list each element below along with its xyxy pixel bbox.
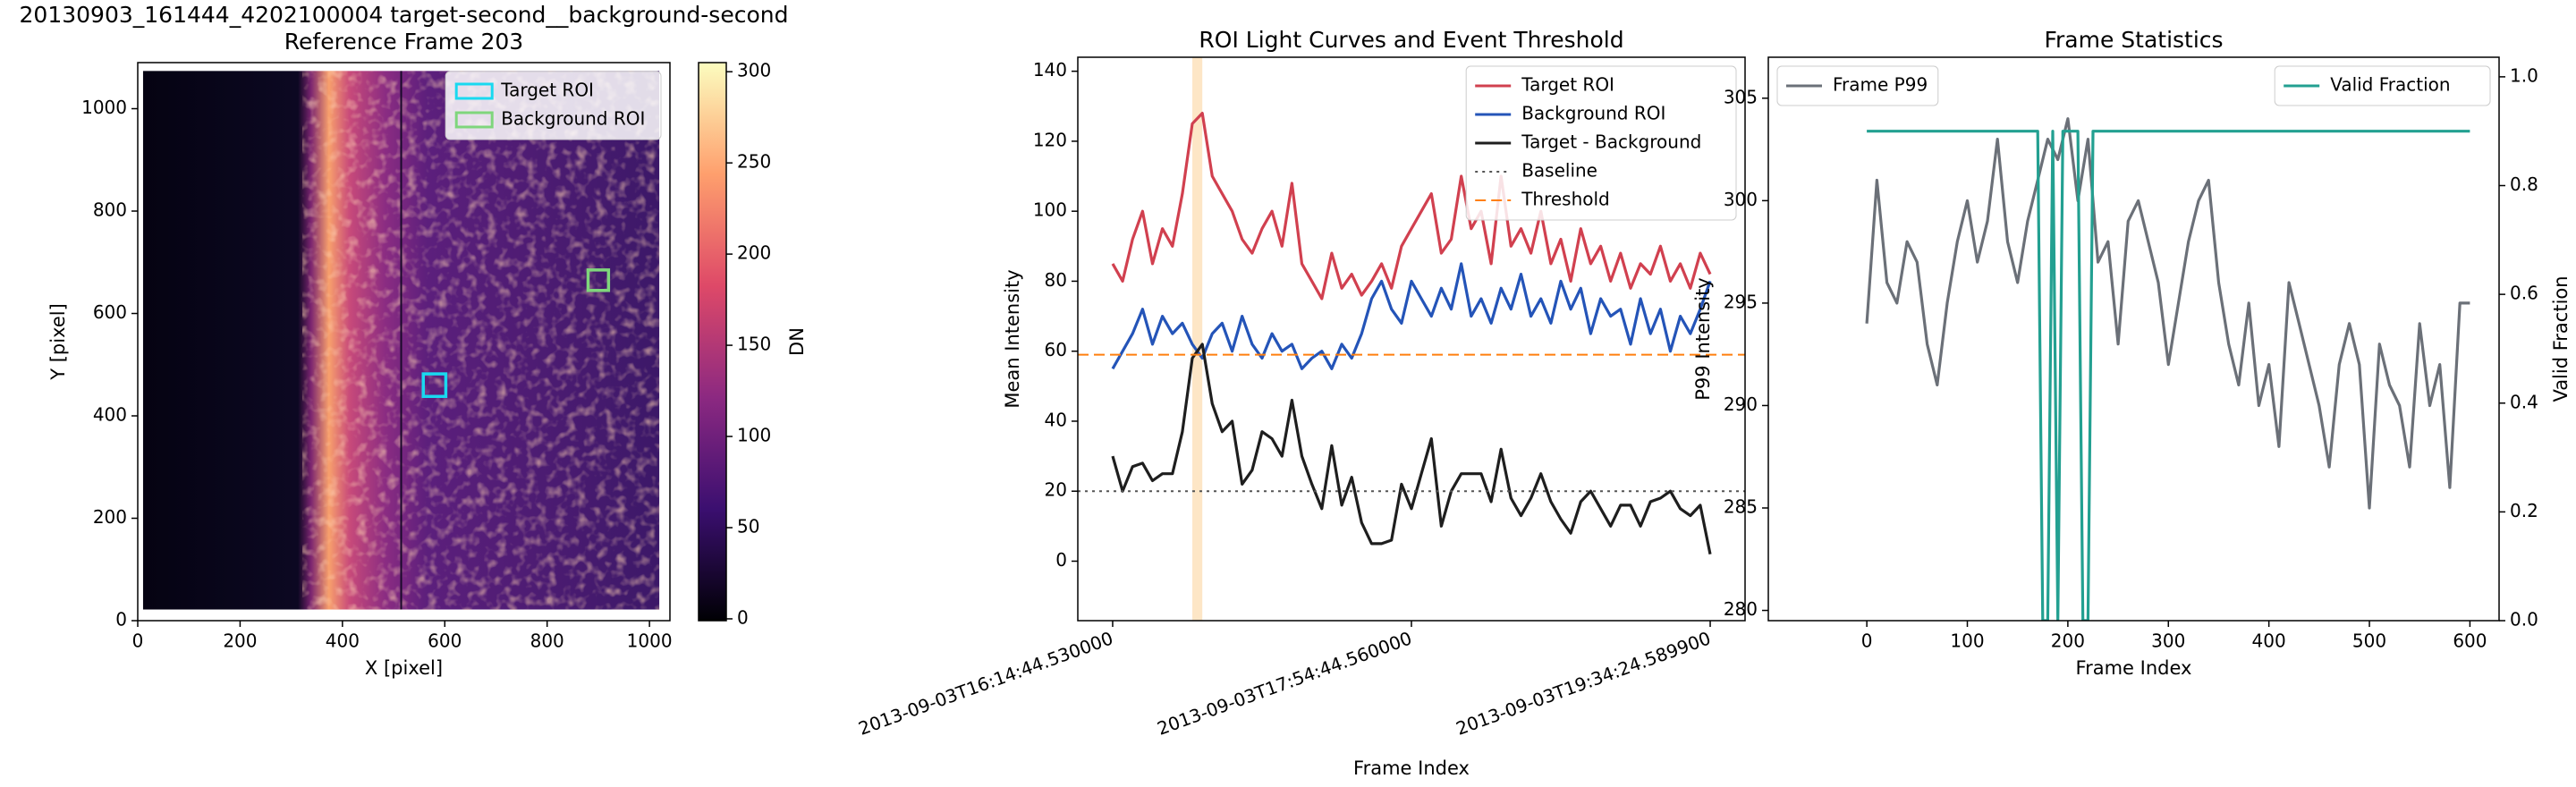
series-line xyxy=(1867,130,2470,621)
y2-axis-label: Valid Fraction xyxy=(2550,275,2572,402)
colorbar xyxy=(698,62,727,622)
axes-frame xyxy=(137,62,671,622)
y2-tick-label: 0.8 xyxy=(2510,173,2538,195)
series-line xyxy=(1111,262,1712,370)
y2-tick-label: 0.0 xyxy=(2510,609,2538,630)
x-tick-label: 2013-09-03T17:54:44.560000 xyxy=(1155,627,1415,739)
chart-title: Frame Statistics xyxy=(2044,27,2223,53)
x-tick-label: 0 xyxy=(1861,630,1873,652)
x-tick-label: 100 xyxy=(1950,630,1984,652)
y-tick-label: 0 xyxy=(1055,549,1067,571)
x-tick-label: 200 xyxy=(223,630,257,652)
roi xyxy=(421,372,448,399)
colorbar-tick-label: 0 xyxy=(737,606,749,628)
y-tick-label: 400 xyxy=(93,404,127,426)
legend-label: Valid Fraction xyxy=(2330,74,2450,96)
legend-label: Target ROI xyxy=(1521,74,1614,96)
series-line xyxy=(1111,112,1712,300)
legend-swatch xyxy=(454,111,494,129)
y-axis-label: P99 Intensity xyxy=(1692,277,1714,400)
colorbar-tick-label: 200 xyxy=(737,242,771,264)
x-tick-label: 400 xyxy=(326,630,360,652)
legend-label: Background ROI xyxy=(1521,103,1665,124)
x-tick-label: 500 xyxy=(2352,630,2386,652)
y-tick-label: 285 xyxy=(1724,496,1758,518)
x-tick-label: 600 xyxy=(2453,630,2487,652)
x-axis-label: Frame Index xyxy=(2076,657,2192,679)
legend-label: Threshold xyxy=(1521,189,1610,210)
x-tick-label: 300 xyxy=(2151,630,2185,652)
legend-label: Background ROI xyxy=(501,108,645,130)
legend-swatch xyxy=(454,82,494,100)
series-line xyxy=(1865,117,2470,510)
legend-label: Target ROI xyxy=(500,80,594,101)
x-tick-label: 2013-09-03T19:34:24.589900 xyxy=(1453,627,1714,739)
y-tick-label: 600 xyxy=(93,301,127,323)
legend-box xyxy=(2274,65,2491,106)
y-tick-label: 0 xyxy=(115,609,127,630)
event-span xyxy=(1192,57,1203,621)
y-tick-label: 120 xyxy=(1033,129,1067,150)
y-tick-label: 40 xyxy=(1045,409,1067,430)
y-axis-label: Mean Intensity xyxy=(1002,269,1023,408)
y-axis-label: Y [pixel] xyxy=(47,303,69,381)
x-tick-label: 2013-09-03T16:14:44.530000 xyxy=(856,627,1116,739)
y-tick-label: 80 xyxy=(1045,269,1067,291)
colorbar-tick-label: 50 xyxy=(737,516,759,537)
y2-tick-label: 0.4 xyxy=(2510,391,2538,412)
colorbar-tick-label: 300 xyxy=(737,60,771,81)
x-tick-label: 0 xyxy=(132,630,144,652)
y-tick-label: 20 xyxy=(1045,479,1067,501)
y-tick-label: 60 xyxy=(1045,339,1067,360)
roi xyxy=(586,268,611,292)
colorbar-label: DN xyxy=(786,327,808,356)
series-line xyxy=(1111,343,1712,555)
y-tick-label: 280 xyxy=(1724,598,1758,620)
x-axis-label: Frame Index xyxy=(1353,757,1470,779)
image-texture xyxy=(302,71,660,610)
legend-label: Baseline xyxy=(1521,160,1597,182)
chart-title: 20130903_161444_4202100004 target-second… xyxy=(20,2,789,28)
y-tick-label: 100 xyxy=(1033,199,1067,221)
y2-tick-label: 0.6 xyxy=(2510,283,2538,304)
y2-tick-label: 0.2 xyxy=(2510,500,2538,521)
x-tick-label: 200 xyxy=(2051,630,2085,652)
legend-label: Target - Background xyxy=(1521,131,1701,153)
x-tick-label: 400 xyxy=(2252,630,2286,652)
legend-box xyxy=(1465,65,1737,221)
chart-title: ROI Light Curves and Event Threshold xyxy=(1199,27,1623,53)
y-tick-label: 800 xyxy=(93,199,127,221)
colorbar-tick-label: 150 xyxy=(737,334,771,355)
x-tick-label: 1000 xyxy=(627,630,673,652)
legend-box xyxy=(1776,65,1939,106)
x-tick-label: 600 xyxy=(428,630,462,652)
axes-frame xyxy=(1767,56,2500,622)
y-tick-label: 300 xyxy=(1724,189,1758,210)
y-tick-label: 200 xyxy=(93,506,127,528)
y-tick-label: 290 xyxy=(1724,394,1758,415)
colorbar-tick-label: 100 xyxy=(737,425,771,446)
y2-tick-label: 1.0 xyxy=(2510,64,2538,86)
legend-box xyxy=(445,71,662,140)
chart-subtitle: Reference Frame 203 xyxy=(284,29,523,55)
y-tick-label: 305 xyxy=(1724,86,1758,107)
colorbar-tick-label: 250 xyxy=(737,151,771,173)
legend-label: Frame P99 xyxy=(1833,74,1928,96)
x-tick-label: 800 xyxy=(530,630,564,652)
y-tick-label: 1000 xyxy=(81,97,127,118)
y-tick-label: 295 xyxy=(1724,291,1758,312)
x-axis-label: X [pixel] xyxy=(365,657,443,679)
y-tick-label: 140 xyxy=(1033,59,1067,80)
